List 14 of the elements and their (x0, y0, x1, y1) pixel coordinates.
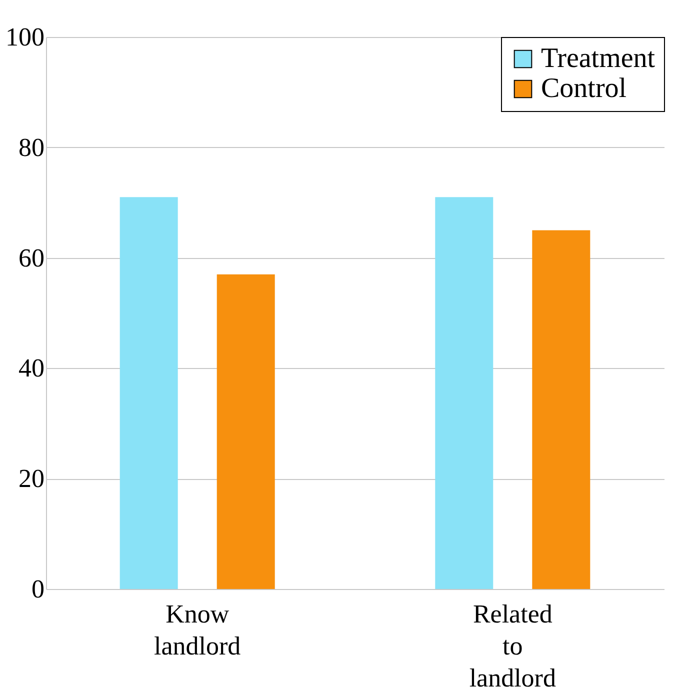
y-tick-label: 80 (18, 132, 44, 162)
bar (216, 274, 275, 589)
bar (532, 230, 590, 589)
x-tick-label: Related to landlord (469, 600, 556, 692)
bar (435, 197, 494, 589)
y-tick-label: 40 (18, 354, 44, 383)
y-tick-label: 0 (32, 574, 44, 604)
y-tick-label: 100 (6, 22, 44, 52)
y-tick-label: 60 (18, 243, 44, 272)
bar (120, 197, 178, 589)
legend-label: Control (541, 73, 627, 104)
x-tick-label: Know landlord (154, 600, 241, 660)
legend-label: Treatment (541, 43, 656, 74)
y-tick-label: 20 (18, 464, 44, 494)
